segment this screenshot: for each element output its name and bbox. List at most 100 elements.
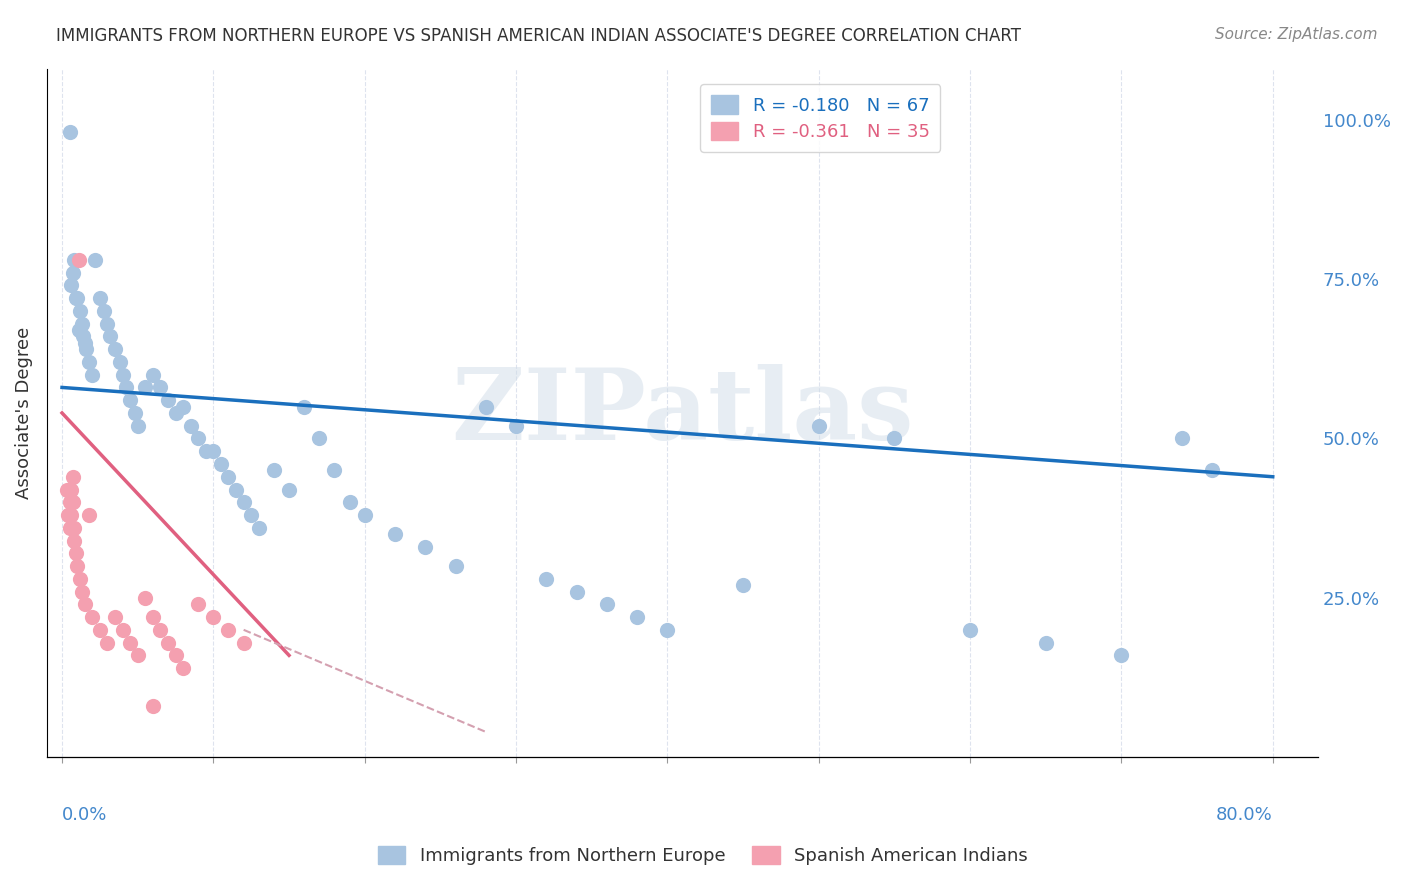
Point (60, 483, 83, 497)
Point (218, 469, 240, 483)
Point (194, 444, 217, 458)
Point (60, 278, 83, 293)
Point (218, 623, 240, 637)
Y-axis label: Associate's Degree: Associate's Degree (15, 326, 32, 500)
Legend: Immigrants from Northern Europe, Spanish American Indians: Immigrants from Northern Europe, Spanish… (370, 837, 1036, 874)
Point (323, 463, 346, 477)
Point (232, 635, 254, 649)
Point (82, 610, 104, 624)
Point (596, 597, 619, 611)
Point (339, 495, 361, 509)
Text: Source: ZipAtlas.com: Source: ZipAtlas.com (1215, 27, 1378, 42)
Point (384, 527, 406, 541)
Point (172, 661, 194, 675)
Point (73, 597, 96, 611)
Point (731, 578, 754, 592)
Point (142, 699, 165, 714)
Point (883, 432, 905, 446)
Point (142, 368, 165, 382)
Point (100, 329, 122, 343)
Point (308, 432, 330, 446)
Legend: R = -0.180   N = 67, R = -0.361   N = 35: R = -0.180 N = 67, R = -0.361 N = 35 (700, 85, 941, 152)
Point (187, 432, 209, 446)
Point (225, 483, 247, 497)
Point (156, 393, 179, 408)
Point (69, 572, 91, 586)
Point (67, 323, 90, 337)
Point (209, 457, 232, 471)
Point (114, 380, 136, 394)
Point (187, 597, 209, 611)
Point (134, 591, 156, 605)
Point (96, 635, 118, 649)
Point (292, 400, 315, 414)
Point (63, 521, 86, 535)
Point (149, 623, 172, 637)
Point (232, 495, 254, 509)
Point (111, 623, 134, 637)
Point (127, 418, 149, 433)
Point (84, 252, 107, 267)
Point (536, 572, 558, 586)
Point (127, 648, 149, 663)
Point (77, 355, 100, 369)
Text: IMMIGRANTS FROM NORTHERN EUROPE VS SPANISH AMERICAN INDIAN ASSOCIATE'S DEGREE CO: IMMIGRANTS FROM NORTHERN EUROPE VS SPANI… (56, 27, 1021, 45)
Point (62, 469, 84, 483)
Point (1111, 648, 1133, 663)
Point (278, 483, 301, 497)
Text: 80.0%: 80.0% (1216, 805, 1272, 823)
Point (77, 508, 100, 522)
Point (58, 521, 80, 535)
Point (104, 610, 127, 624)
Point (65, 546, 87, 560)
Text: ZIPatlas: ZIPatlas (451, 365, 914, 461)
Point (626, 610, 648, 624)
Point (263, 463, 285, 477)
Point (1171, 432, 1194, 446)
Point (111, 368, 134, 382)
Point (165, 406, 187, 420)
Point (55, 483, 77, 497)
Point (180, 418, 202, 433)
Point (172, 400, 194, 414)
Point (165, 648, 187, 663)
Point (72, 329, 94, 343)
Point (73, 335, 96, 350)
Point (120, 393, 142, 408)
Point (60, 508, 83, 522)
Point (565, 584, 588, 599)
Point (89, 623, 111, 637)
Point (1035, 635, 1057, 649)
Point (65, 291, 87, 305)
Point (62, 266, 84, 280)
Point (58, 495, 80, 509)
Point (142, 610, 165, 624)
Point (70, 584, 93, 599)
Point (96, 317, 118, 331)
Point (156, 635, 179, 649)
Text: 0.0%: 0.0% (62, 805, 107, 823)
Point (58, 125, 80, 139)
Point (202, 610, 225, 624)
Point (70, 317, 93, 331)
Point (69, 304, 91, 318)
Point (66, 559, 89, 574)
Point (240, 508, 263, 522)
Point (63, 252, 86, 267)
Point (93, 304, 115, 318)
Point (75, 342, 97, 356)
Point (134, 380, 156, 394)
Point (505, 418, 527, 433)
Point (56, 508, 79, 522)
Point (89, 291, 111, 305)
Point (474, 400, 496, 414)
Point (247, 521, 270, 535)
Point (120, 635, 142, 649)
Point (413, 540, 436, 554)
Point (353, 508, 375, 522)
Point (108, 355, 131, 369)
Point (1201, 463, 1223, 477)
Point (66, 291, 89, 305)
Point (63, 533, 86, 548)
Point (62, 495, 84, 509)
